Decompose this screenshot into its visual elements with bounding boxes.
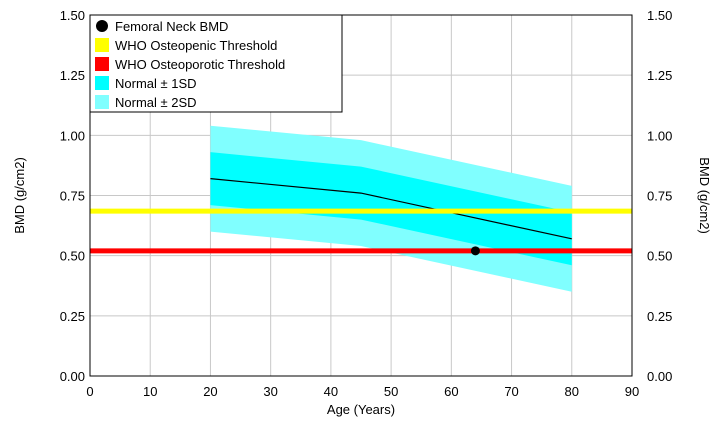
x-tick-label: 30 [263, 384, 277, 399]
legend-marker-square [95, 57, 109, 71]
legend-item: WHO Osteoporotic Threshold [95, 57, 285, 72]
femoral-neck-bmd-point [470, 246, 480, 256]
legend-marker-square [95, 95, 109, 109]
x-tick-label: 10 [143, 384, 157, 399]
y-tick-label-left: 0.50 [60, 249, 85, 264]
y-tick-label-right: 0.50 [647, 249, 672, 264]
legend-label: Normal ± 1SD [115, 76, 197, 91]
y-tick-label-right: 1.50 [647, 8, 672, 23]
legend-marker-square [95, 76, 109, 90]
legend-label: WHO Osteoporotic Threshold [115, 57, 285, 72]
y-tick-label-right: 1.00 [647, 128, 672, 143]
y-tick-label-left: 0.25 [60, 309, 85, 324]
y-tick-label-right: 1.25 [647, 68, 672, 83]
x-tick-labels: 0 10 20 30 40 50 60 70 80 90 [86, 384, 639, 399]
threshold-layer [90, 208, 632, 254]
x-tick-label: 40 [324, 384, 338, 399]
legend-marker-square [95, 38, 109, 52]
x-tick-label: 80 [565, 384, 579, 399]
y-tick-labels-left: 0.00 0.25 0.50 0.75 1.00 1.25 1.50 [60, 8, 85, 384]
y-axis-label-right: BMD (g/cm2) [697, 157, 712, 234]
patient-point-layer [470, 246, 480, 256]
y-tick-label-left: 1.00 [60, 128, 85, 143]
x-tick-label: 20 [203, 384, 217, 399]
legend-marker-circle [96, 20, 108, 32]
x-axis-label: Age (Years) [327, 402, 395, 417]
legend-box [89, 14, 343, 113]
reference-mean-line [210, 178, 572, 240]
legend-label: WHO Osteopenic Threshold [115, 38, 277, 53]
x-tick-label: 50 [384, 384, 398, 399]
legend-item: Normal ± 2SD [95, 95, 197, 110]
y-axis-label-left: BMD (g/cm2) [12, 157, 27, 234]
legend-item: Femoral Neck BMD [96, 19, 228, 34]
x-tick-label: 60 [444, 384, 458, 399]
legend-item: Normal ± 1SD [95, 76, 197, 91]
y-tick-label-right: 0.00 [647, 369, 672, 384]
reference-mean-layer [210, 178, 572, 240]
y-tick-label-right: 0.25 [647, 309, 672, 324]
legend: Femoral Neck BMD WHO Osteopenic Threshold… [89, 14, 343, 113]
y-tick-labels-right: 0.00 0.25 0.50 0.75 1.00 1.25 1.50 [647, 8, 672, 384]
y-tick-label-right: 0.75 [647, 189, 672, 204]
y-tick-label-left: 1.50 [60, 8, 85, 23]
y-tick-label-left: 0.00 [60, 369, 85, 384]
y-tick-label-left: 1.25 [60, 68, 85, 83]
y-tick-label-left: 0.75 [60, 189, 85, 204]
x-tick-label: 70 [504, 384, 518, 399]
plot-frame [89, 14, 633, 377]
legend-label: Normal ± 2SD [115, 95, 197, 110]
legend-label: Femoral Neck BMD [115, 19, 228, 34]
x-tick-label: 90 [625, 384, 639, 399]
x-tick-label: 0 [86, 384, 93, 399]
legend-item: WHO Osteopenic Threshold [95, 38, 277, 53]
